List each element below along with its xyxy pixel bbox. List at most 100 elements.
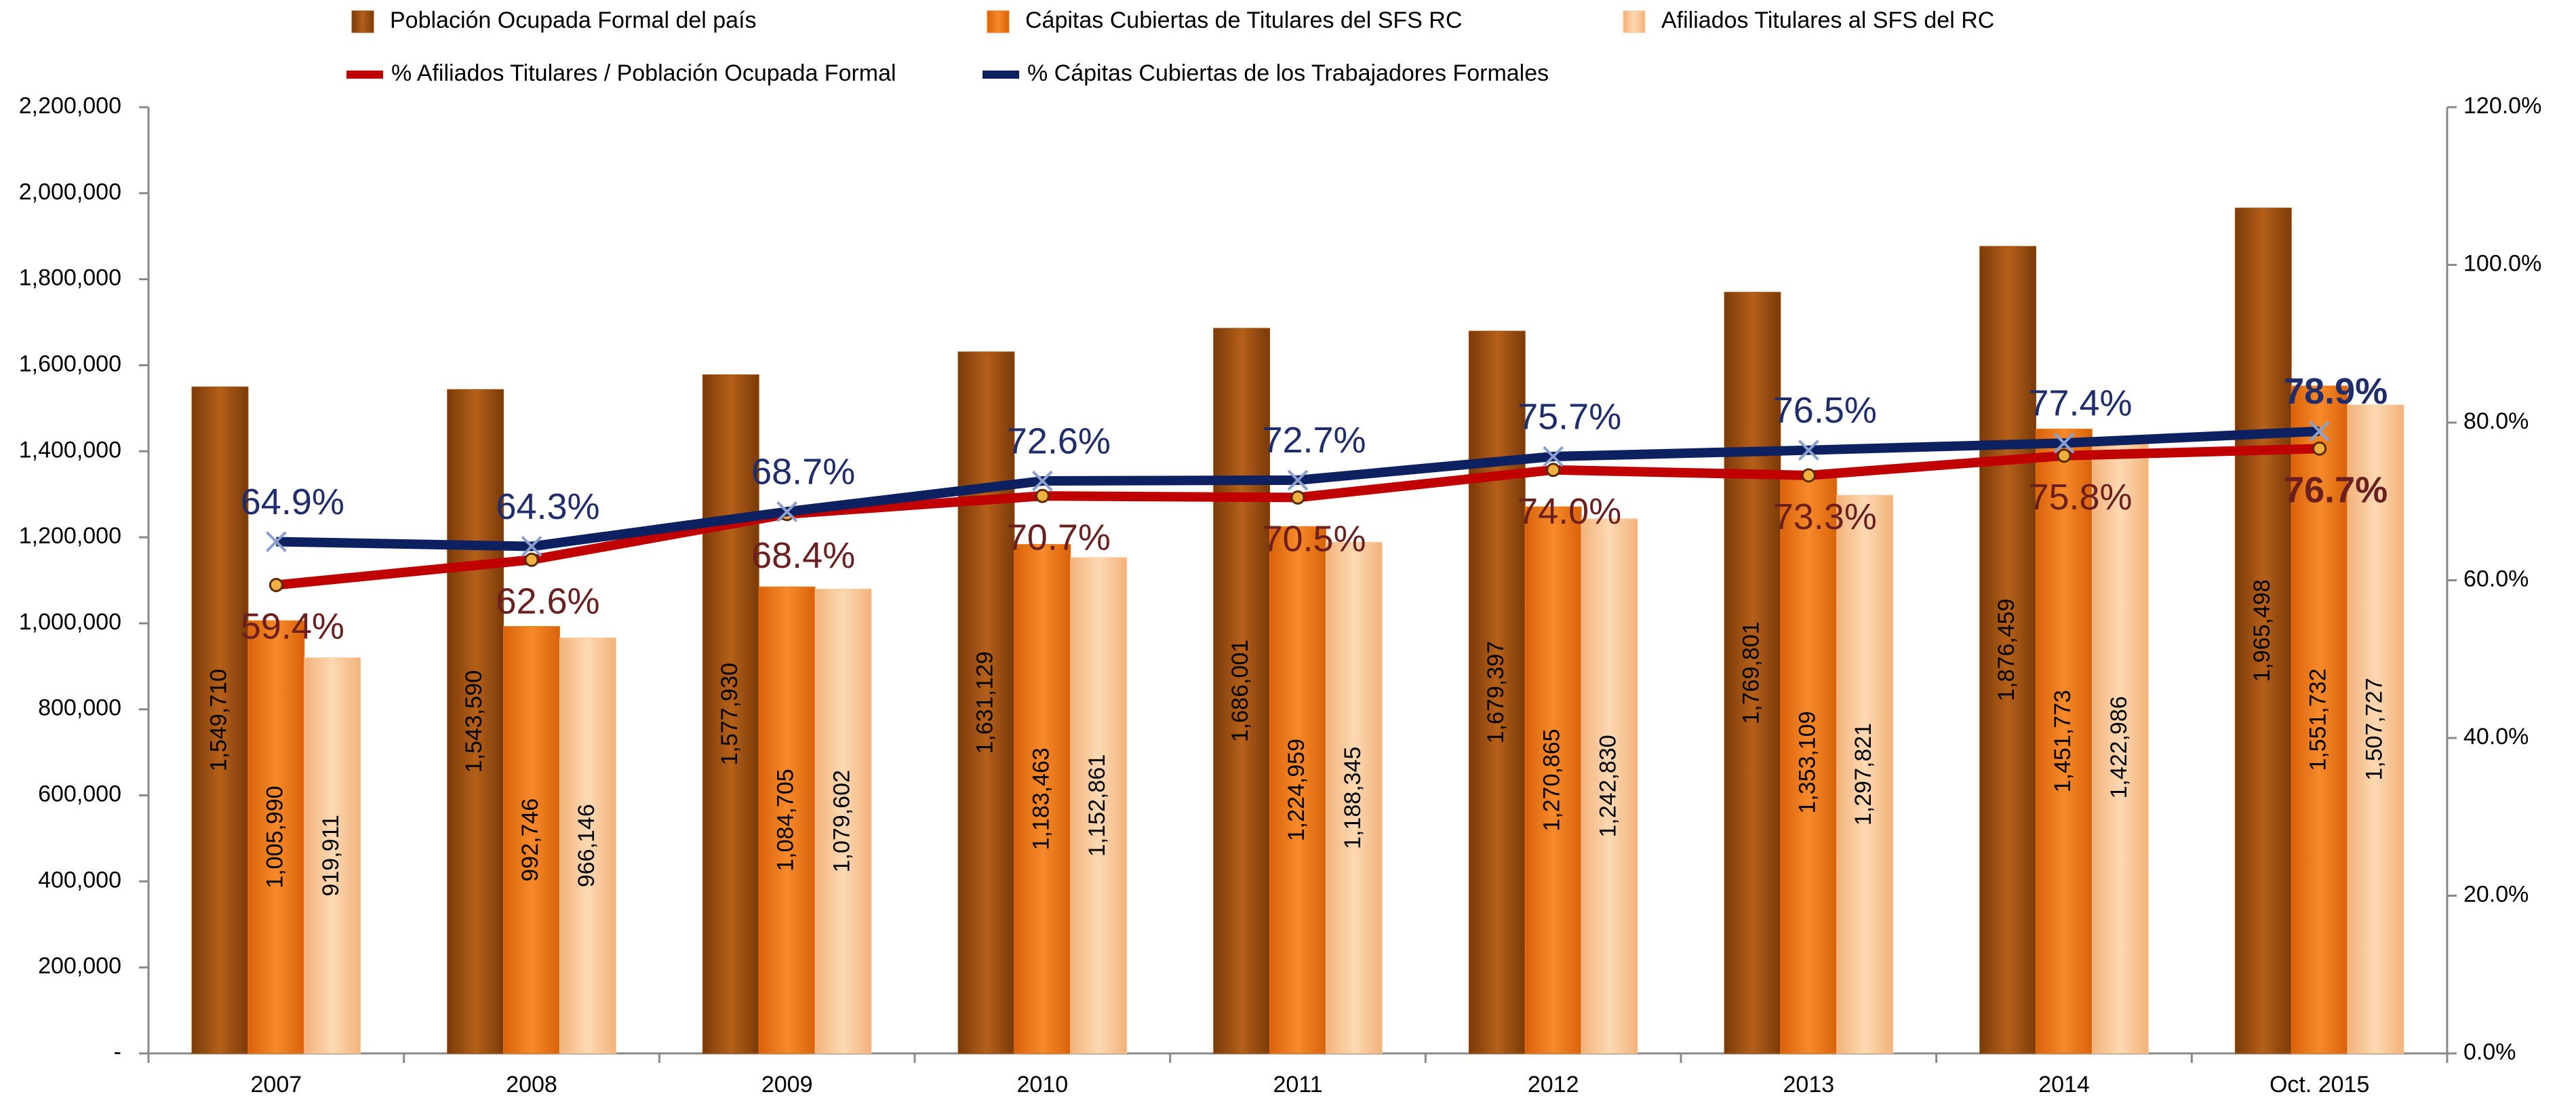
bar (191, 386, 249, 1054)
line-marker (1287, 469, 1309, 491)
x-tick-label: 2012 (1528, 1072, 1579, 1098)
bar-value-label: 1,079,602 (829, 770, 855, 872)
bar-value-label: 1,242,830 (1596, 735, 1621, 837)
bar (503, 626, 560, 1054)
bar (2291, 385, 2348, 1054)
bar-value-label: 1,451,773 (2050, 690, 2076, 792)
line-value-label: 74.0% (1518, 491, 1621, 532)
bar-value-label: 1,965,498 (2249, 579, 2275, 682)
bar (1468, 330, 1526, 1054)
line-marker (2312, 441, 2327, 456)
y-tick-label: 1,800,000 (19, 265, 121, 291)
x-tick-label: 2011 (1273, 1072, 1322, 1098)
bar (814, 588, 872, 1054)
line-value-label: 75.8% (2028, 477, 2132, 518)
line-marker (1801, 468, 1816, 483)
y2-tick-label: 80.0% (2463, 408, 2529, 434)
line-marker (2053, 432, 2075, 454)
bar-value-label: 1,005,990 (262, 785, 288, 888)
bar (1014, 544, 1071, 1054)
y2-tick-label: 20.0% (2463, 881, 2529, 907)
legend-label: % Cápitas Cubiertas de los Trabajadores … (1027, 60, 1549, 86)
legend-label: Cápitas Cubiertas de Titulares del SFS R… (1025, 7, 1462, 33)
x-tick-label: 2007 (251, 1072, 302, 1098)
line-value-label: 75.7% (1518, 396, 1621, 437)
bar (1724, 292, 1781, 1054)
line-value-label: 68.7% (751, 452, 855, 492)
line-marker (2309, 421, 2331, 442)
line-marker (1290, 490, 1305, 505)
line-marker (1031, 470, 1053, 492)
y-tick-label: 800,000 (38, 695, 121, 721)
bar-value-label: 1,679,397 (1483, 641, 1509, 743)
y-tick-label: 200,000 (38, 953, 121, 979)
bar-value-label: 1,183,463 (1028, 747, 1054, 850)
line-value-label: 73.3% (1773, 497, 1877, 537)
bar (1213, 328, 1271, 1054)
bar-value-label: 1,152,861 (1084, 754, 1110, 857)
bar (1070, 557, 1128, 1054)
y2-tick-label: 60.0% (2463, 566, 2529, 591)
x-tick-label: 2010 (1017, 1072, 1069, 1098)
x-tick-label: 2013 (1783, 1072, 1835, 1098)
line-marker (776, 501, 798, 522)
bar-value-label: 1,188,345 (1340, 747, 1366, 849)
bar-value-label: 1,769,801 (1738, 621, 1764, 724)
bar (1269, 526, 1326, 1054)
bar-value-label: 1,422,986 (2106, 696, 2132, 798)
bar (2036, 428, 2093, 1054)
bar-value-label: 1,084,705 (773, 769, 799, 871)
bar (447, 389, 504, 1054)
line-marker (1798, 440, 1819, 461)
legend-label: % Afiliados Titulares / Población Ocupad… (391, 60, 896, 86)
line-value-label: 70.5% (1262, 519, 1366, 560)
bar (304, 657, 361, 1054)
x-tick-label: 2009 (761, 1072, 813, 1098)
bar (1581, 518, 1638, 1054)
bar (2347, 404, 2404, 1054)
bar-value-label: 1,577,930 (717, 663, 742, 765)
y2-tick-label: 100.0% (2463, 250, 2541, 276)
x-tick-label: 2008 (506, 1072, 557, 1098)
y-tick-label: 2,000,000 (19, 179, 121, 205)
y-tick-label: 1,400,000 (19, 437, 121, 463)
y-tick-label: 1,000,000 (19, 609, 121, 635)
line-value-label: 76.7% (2284, 470, 2387, 511)
line-value-label: 62.6% (496, 581, 599, 622)
line-value-label: 64.3% (496, 486, 599, 527)
y-tick-label: 1,200,000 (19, 523, 121, 549)
bar-value-label: 1,353,109 (1794, 711, 1820, 813)
line-value-label: 59.4% (241, 606, 344, 647)
line-marker (1546, 463, 1561, 478)
line-marker (269, 577, 283, 592)
line-marker (2057, 448, 2072, 463)
bar (702, 374, 759, 1054)
bar-value-label: 919,911 (318, 815, 344, 896)
bar-value-label: 1,224,959 (1284, 739, 1309, 841)
bar-value-label: 992,746 (517, 798, 543, 882)
bar-value-label: 1,270,865 (1539, 729, 1565, 831)
legend-swatch (1623, 10, 1646, 33)
x-tick-label: 2014 (2038, 1072, 2090, 1098)
line-value-label: 70.7% (1007, 517, 1111, 558)
line-marker (1543, 446, 1564, 467)
x-tick-label: Oct. 2015 (2270, 1072, 2369, 1098)
bar-value-label: 1,543,590 (461, 670, 487, 773)
bar-value-label: 966,146 (574, 804, 599, 887)
line-marker (1035, 488, 1050, 503)
bar-value-label: 1,297,821 (1850, 723, 1876, 826)
line-marker (521, 536, 542, 557)
line-marker (265, 531, 287, 552)
legend-swatch (351, 10, 374, 33)
bar-value-label: 1,551,732 (2305, 668, 2331, 771)
bar (1979, 246, 2037, 1054)
legend-swatch (987, 10, 1010, 33)
line-value-label: 72.6% (1007, 421, 1111, 461)
y-tick-label: 1,600,000 (19, 351, 121, 376)
line-value-label: 68.4% (751, 535, 855, 576)
line-marker (524, 552, 539, 567)
y2-tick-label: 40.0% (2463, 724, 2529, 750)
bar-value-label: 1,686,001 (1227, 640, 1253, 742)
y-tick-label: 600,000 (38, 781, 121, 807)
